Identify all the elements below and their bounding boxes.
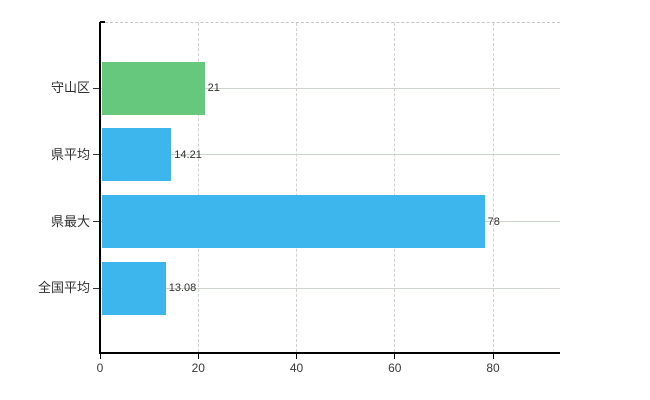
category-tick xyxy=(93,287,100,289)
x-tick-mark xyxy=(296,354,297,359)
x-tick-label: 0 xyxy=(96,361,104,375)
v-gridline xyxy=(296,23,297,352)
v-gridline xyxy=(197,23,199,352)
v-gridline xyxy=(492,23,494,352)
x-tick-label: 80 xyxy=(486,361,500,375)
y-axis-line xyxy=(99,22,101,354)
bar[interactable] xyxy=(101,61,205,115)
bar-value-label: 13.08 xyxy=(168,282,197,295)
category-label: 守山区 xyxy=(50,80,90,95)
category-label: 県最大 xyxy=(50,213,90,229)
axis-top-tick xyxy=(100,21,105,23)
category-tick xyxy=(93,87,100,89)
category-tick xyxy=(93,221,100,223)
x-tick-label: 20 xyxy=(191,361,205,375)
x-axis-line xyxy=(99,352,560,354)
bar-value-label: 14.21 xyxy=(174,148,202,161)
bar-value-label: 21 xyxy=(207,82,220,94)
v-gridline xyxy=(394,23,396,352)
bar-value-label: 78 xyxy=(487,215,500,228)
x-tick-mark xyxy=(99,354,101,359)
bar[interactable] xyxy=(101,128,172,182)
x-tick-mark xyxy=(492,354,494,359)
bar[interactable] xyxy=(101,261,166,315)
plot-top-border xyxy=(100,22,560,23)
category-label: 全国平均 xyxy=(37,280,90,296)
h-gridline xyxy=(100,287,560,289)
category-tick xyxy=(93,154,100,156)
h-gridline xyxy=(100,154,560,156)
x-tick-mark xyxy=(197,354,199,359)
category-label: 県平均 xyxy=(50,146,90,162)
h-gridline xyxy=(100,87,560,89)
x-tick-label: 60 xyxy=(388,361,402,375)
x-tick-mark xyxy=(394,354,396,359)
x-tick-label: 40 xyxy=(289,361,304,375)
bar[interactable] xyxy=(101,195,485,249)
